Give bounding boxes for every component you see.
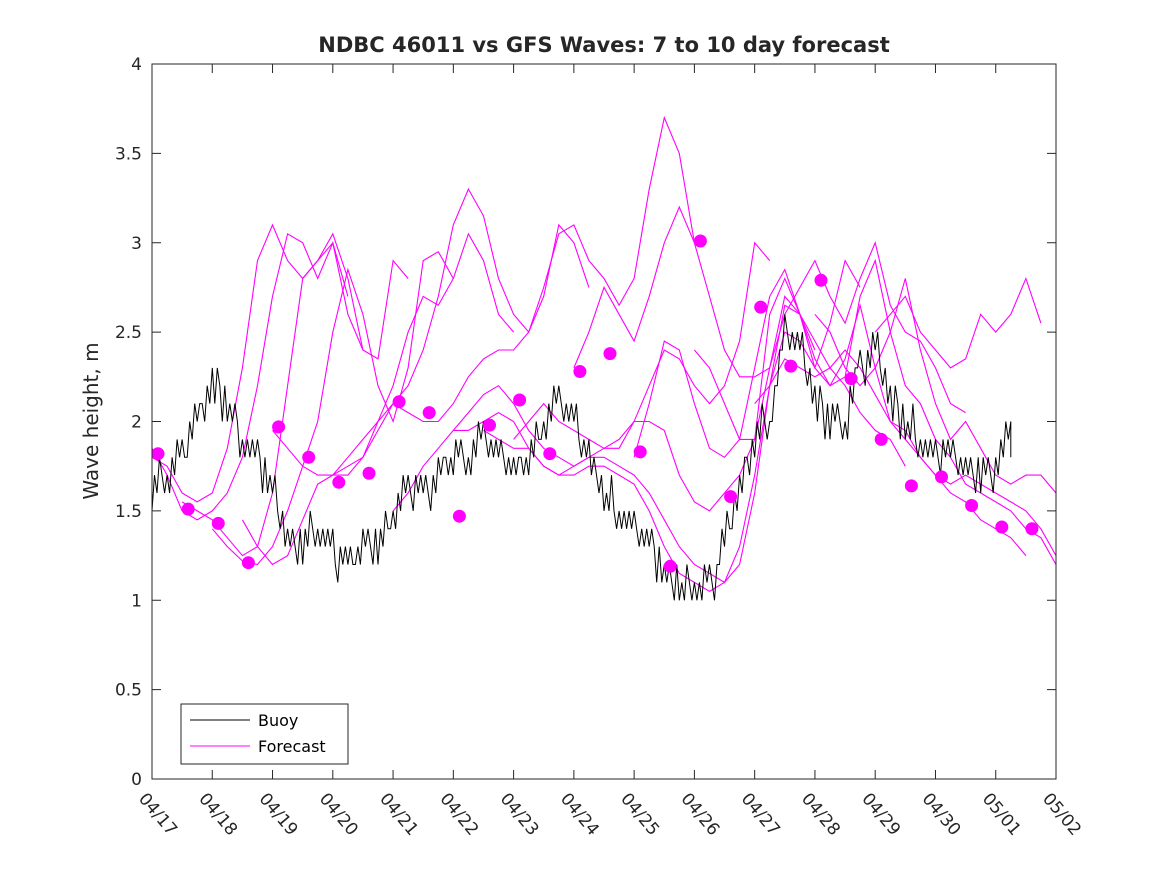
forecast-run-line: [693, 258, 1057, 565]
forecast-marker: [302, 450, 316, 464]
y-tick-label: 0.5: [115, 681, 142, 701]
forecast-marker: [272, 420, 286, 434]
forecast-marker: [874, 432, 888, 446]
forecast-marker: [181, 502, 195, 516]
forecast-marker: [904, 479, 918, 493]
forecast-marker: [573, 365, 587, 378]
forecast-marker: [211, 516, 225, 530]
y-tick-label: 3: [131, 234, 142, 254]
forecast-marker: [151, 447, 165, 461]
forecast-marker: [935, 470, 948, 484]
forecast-marker: [965, 499, 979, 512]
forecast-marker: [241, 556, 255, 570]
y-tick-label: 3.5: [115, 144, 142, 164]
forecast-run-line: [453, 304, 816, 584]
buoy-line: [151, 314, 1012, 601]
chart-title: NDBC 46011 vs GFS Waves: 7 to 10 day for…: [318, 33, 889, 57]
forecast-marker: [663, 559, 677, 573]
forecast-marker: [362, 466, 376, 480]
forecast-marker: [633, 445, 647, 459]
y-tick-label: 0: [131, 770, 142, 790]
y-tick-label: 1.5: [115, 502, 142, 522]
forecast-marker: [603, 347, 617, 361]
forecast-marker: [452, 509, 466, 523]
forecast-marker: [995, 520, 1009, 534]
forecast-run-line: [272, 187, 590, 476]
forecast-marker: [693, 234, 707, 248]
forecast-marker: [513, 393, 527, 407]
legend-box: [180, 703, 349, 765]
forecast-marker: [543, 447, 557, 461]
forecast-marker: [814, 273, 828, 287]
legend-label-forecast: Forecast: [258, 737, 326, 756]
forecast-marker: [483, 418, 496, 432]
legend: Buoy Forecast: [180, 703, 349, 765]
y-tick-label: 2: [131, 413, 142, 433]
y-tick-label: 1: [131, 591, 142, 611]
forecast-marker: [1025, 522, 1039, 536]
forecast-marker: [724, 490, 738, 504]
series-layer: [151, 115, 1057, 601]
forecast-run-line: [874, 276, 1042, 369]
y-tick-label: 2.5: [115, 323, 142, 343]
forecast-marker: [754, 300, 768, 314]
forecast-marker: [392, 395, 406, 409]
forecast-marker: [422, 406, 436, 420]
y-tick-label: 4: [131, 55, 142, 75]
forecast-marker: [844, 372, 858, 386]
forecast-marker: [784, 359, 798, 373]
forecast-marker: [332, 475, 346, 489]
legend-label-buoy: Buoy: [258, 711, 298, 730]
y-axis-label: Wave height, m: [79, 342, 103, 499]
